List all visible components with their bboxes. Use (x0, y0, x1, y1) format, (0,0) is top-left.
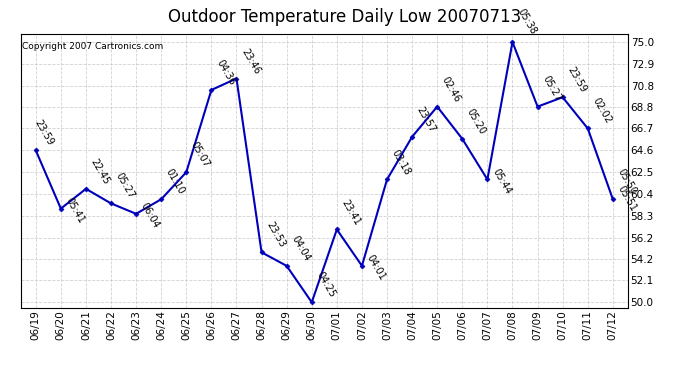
Text: 05:44: 05:44 (490, 167, 513, 196)
Text: 05:20: 05:20 (465, 107, 488, 136)
Text: 02:02: 02:02 (591, 96, 613, 126)
Text: 05:51: 05:51 (615, 184, 638, 213)
Text: 22:45: 22:45 (89, 157, 112, 186)
Text: 23:57: 23:57 (415, 105, 437, 134)
Text: 23:41: 23:41 (339, 198, 362, 226)
Text: 04:04: 04:04 (289, 234, 312, 263)
Text: 23:53: 23:53 (264, 220, 287, 249)
Text: 05:27: 05:27 (114, 171, 137, 201)
Text: 03:18: 03:18 (390, 148, 413, 177)
Text: 05:27: 05:27 (540, 75, 563, 104)
Text: 05:41: 05:41 (63, 196, 86, 225)
Text: 23:46: 23:46 (239, 46, 262, 76)
Text: Copyright 2007 Cartronics.com: Copyright 2007 Cartronics.com (22, 42, 163, 51)
Text: 04:01: 04:01 (365, 254, 387, 282)
Text: 05:50: 05:50 (615, 167, 638, 196)
Text: 02:46: 02:46 (440, 75, 462, 104)
Text: 06:04: 06:04 (139, 201, 161, 231)
Text: 23:59: 23:59 (565, 65, 588, 94)
Text: Outdoor Temperature Daily Low 20070713: Outdoor Temperature Daily Low 20070713 (168, 8, 522, 26)
Text: 04:36: 04:36 (214, 58, 237, 87)
Text: 04:25: 04:25 (315, 270, 337, 300)
Text: 05:38: 05:38 (515, 8, 538, 36)
Text: 01:10: 01:10 (164, 168, 186, 196)
Text: 05:07: 05:07 (189, 140, 212, 170)
Text: 23:59: 23:59 (33, 118, 56, 147)
